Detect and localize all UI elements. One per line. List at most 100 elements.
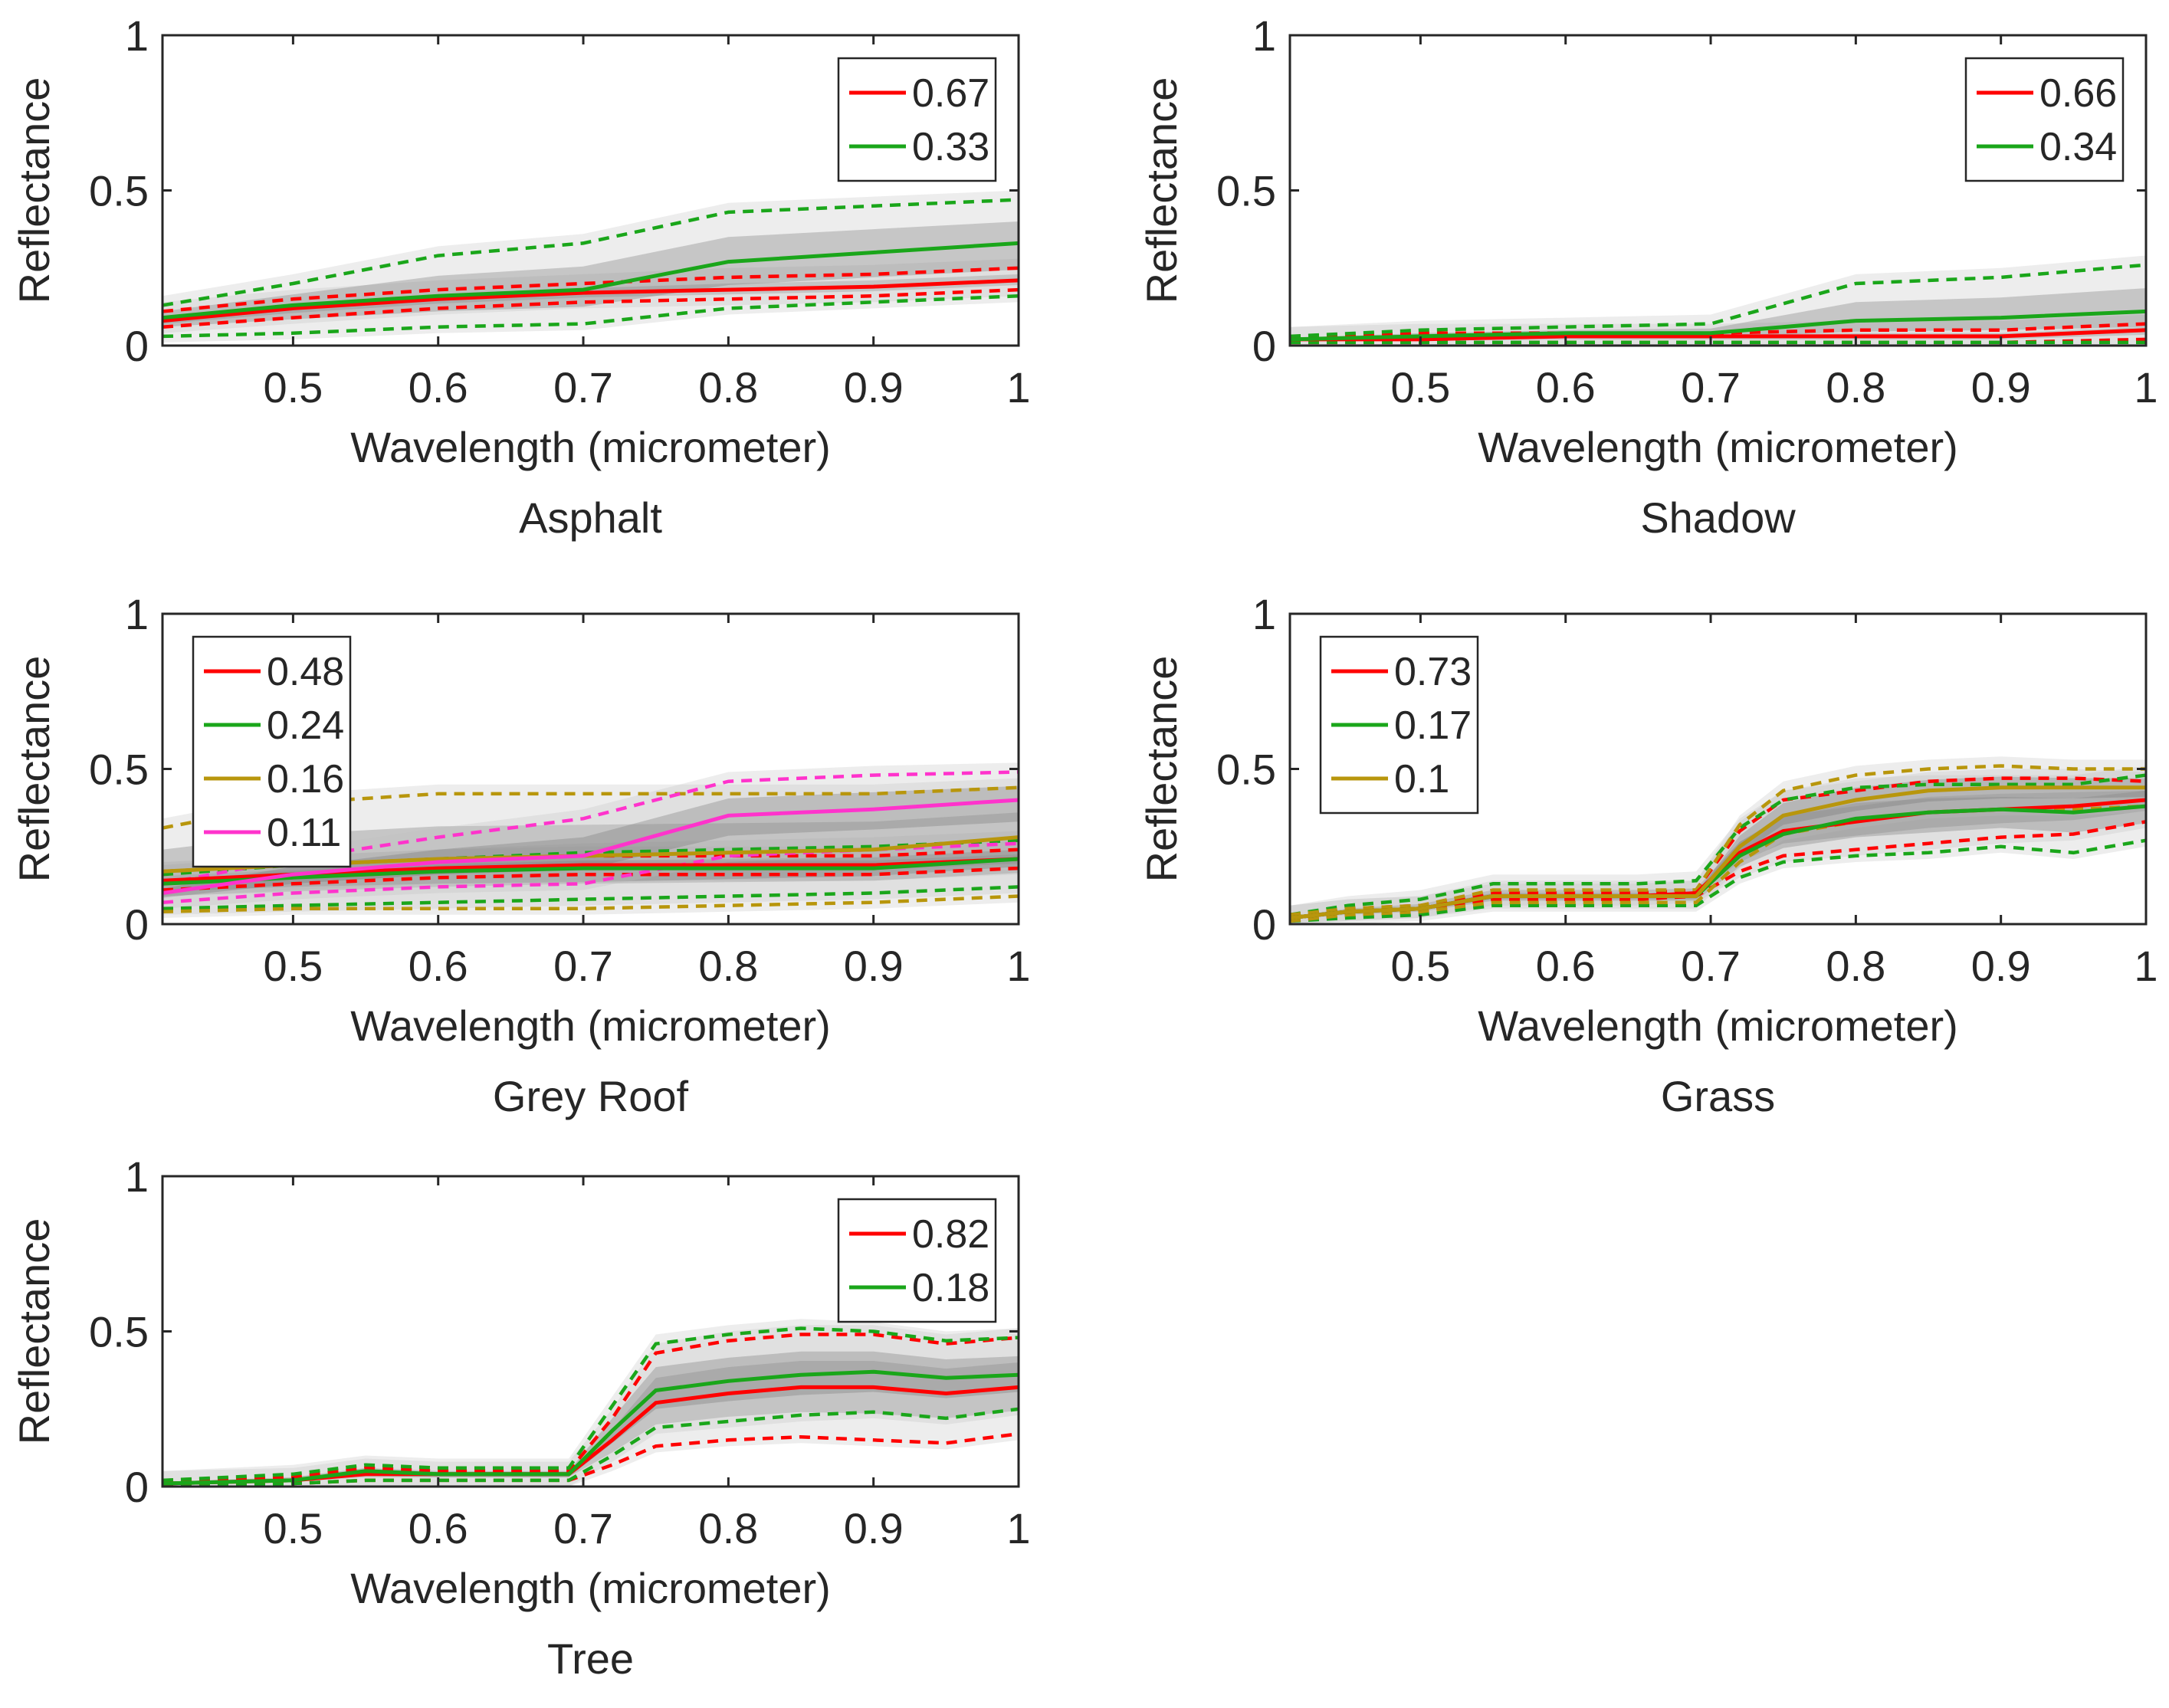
series-mean-line-0.18 [162,1369,1019,1486]
y-tick-label: 0.5 [1216,746,1276,794]
x-tick-label: 0.6 [1536,363,1596,411]
legend-box [192,635,352,868]
x-axis-label: Wavelength (micrometer) [350,423,831,471]
density-core-0.17 [1290,790,2146,920]
y-tick-label: 0.5 [1216,167,1276,215]
panel-asphalt: 0.5 0.6 0.7 0.8 0.9 1 0 0.5 1 Wavelength (microme… [10,11,1031,542]
density-core-0.73 [1290,790,2146,920]
series-upper-bound-0.18 [162,1326,1019,1483]
y-axis-label: Reflectance [10,656,58,883]
x-tick-label: 0.6 [1536,942,1596,990]
series-upper-bound-0.34 [1290,263,2146,339]
density-core-0.1 [1290,776,2146,920]
legend-label: 0.33 [912,125,989,169]
series-mean-line-0.11 [162,798,1019,895]
y-tick-label: 0.5 [89,167,149,215]
legend-box [837,1198,997,1323]
series-lower-bound-0.67 [162,287,1019,329]
y-tick-label: 0 [1252,900,1276,949]
legend: 0.73 0.17 0.1 [1319,635,1479,815]
x-tick-label: 0.6 [409,363,468,411]
legend-label: 0.24 [267,703,344,748]
legend: 0.48 0.24 0.16 0.11 [192,635,352,868]
x-tick-label: 0.8 [698,942,758,990]
chart-title: Shadow [1640,493,1796,542]
x-tick-label: 0.7 [553,363,613,411]
series-lower-bound-0.11 [162,841,1019,904]
x-tick-label: 0.7 [1681,942,1741,990]
x-tick-label: 0.5 [263,1504,323,1552]
x-tick-label: 0.9 [844,942,904,990]
y-tick-label: 1 [125,1152,149,1201]
x-tick-label: 0.5 [263,942,323,990]
legend-label: 0.16 [267,757,344,802]
legend-label: 0.48 [267,650,344,694]
y-tick-label: 1 [125,11,149,60]
chart-title: Asphalt [519,493,662,542]
x-tick-label: 1 [1006,363,1030,411]
legend: 0.66 0.34 [1964,57,2125,182]
x-axis-label: Wavelength (micrometer) [1478,1002,1958,1050]
x-tick-label: 0.9 [1971,942,2031,990]
x-tick-label: 0.5 [1390,942,1450,990]
series-lower-bound-0.16 [162,894,1019,914]
density-band-0.67 [162,258,1019,333]
x-tick-label: 0.8 [698,363,758,411]
series-lower-bound-0.48 [162,866,1019,892]
legend-label: 0.34 [2039,125,2117,169]
series-upper-bound-0.1 [1290,764,2146,917]
series-upper-bound-0.33 [162,198,1019,307]
plot-layer [162,1319,1019,1487]
legend-label: 0.1 [1394,757,1449,802]
x-tick-label: 0.7 [1681,363,1741,411]
legend-box [1964,57,2125,182]
plot-layer [162,762,1019,918]
legend: 0.82 0.18 [837,1198,997,1323]
legend-label: 0.67 [912,71,989,116]
y-axis-label: Reflectance [1137,77,1186,304]
density-band-0.73 [1290,769,2146,924]
panel-grey-roof: 0.5 0.6 0.7 0.8 0.9 1 0 0.5 1 Wavelength (microme… [10,590,1031,1120]
series-lower-bound-0.17 [1290,838,2146,923]
x-tick-label: 0.9 [1971,363,2031,411]
series-mean-line-0.34 [1290,309,2146,342]
x-tick-label: 0.9 [844,363,904,411]
series-mean-line-0.24 [162,857,1019,886]
density-core-0.48 [162,854,1019,886]
series-upper-bound-0.82 [162,1333,1019,1483]
panel-grass: 0.5 0.6 0.7 0.8 0.9 1 0 0.5 1 Wavelength (microme… [1137,590,2158,1120]
series-upper-bound-0.66 [1290,322,2146,339]
y-tick-label: 1 [125,590,149,638]
density-core-0.34 [1290,288,2146,341]
x-tick-label: 0.7 [553,1504,613,1552]
series-lower-bound-0.33 [162,293,1019,339]
x-tick-label: 0.5 [1390,363,1450,411]
series-lower-bound-0.18 [162,1407,1019,1487]
x-tick-label: 1 [2134,363,2158,411]
legend-label: 0.82 [912,1212,989,1257]
plot-layer [1290,756,2146,924]
x-tick-label: 0.9 [844,1504,904,1552]
chart-title: Grey Roof [493,1072,689,1120]
density-band-0.18 [162,1319,1019,1487]
y-axis-label: Reflectance [10,77,58,304]
density-core-0.82 [162,1361,1019,1485]
y-tick-label: 0.5 [89,746,149,794]
legend-label: 0.66 [2039,71,2117,116]
density-band-0.1 [1290,756,2146,924]
x-tick-label: 0.8 [698,1504,758,1552]
panel-shadow: 0.5 0.6 0.7 0.8 0.9 1 0 0.5 1 Wavelength (microme… [1137,11,2158,542]
chart-title: Grass [1661,1072,1775,1120]
y-tick-label: 0.5 [89,1308,149,1356]
y-tick-label: 0 [1252,322,1276,370]
x-axis-label: Wavelength (micrometer) [350,1564,831,1612]
x-tick-label: 1 [1006,1504,1030,1552]
y-tick-label: 0 [125,322,149,370]
x-tick-label: 0.5 [263,363,323,411]
y-tick-label: 0 [125,1463,149,1511]
panel-tree: 0.5 0.6 0.7 0.8 0.9 1 0 0.5 1 Wavelength (microme… [10,1152,1031,1683]
density-band-0.17 [1290,765,2146,924]
y-tick-label: 1 [1252,11,1276,60]
x-tick-label: 1 [2134,942,2158,990]
